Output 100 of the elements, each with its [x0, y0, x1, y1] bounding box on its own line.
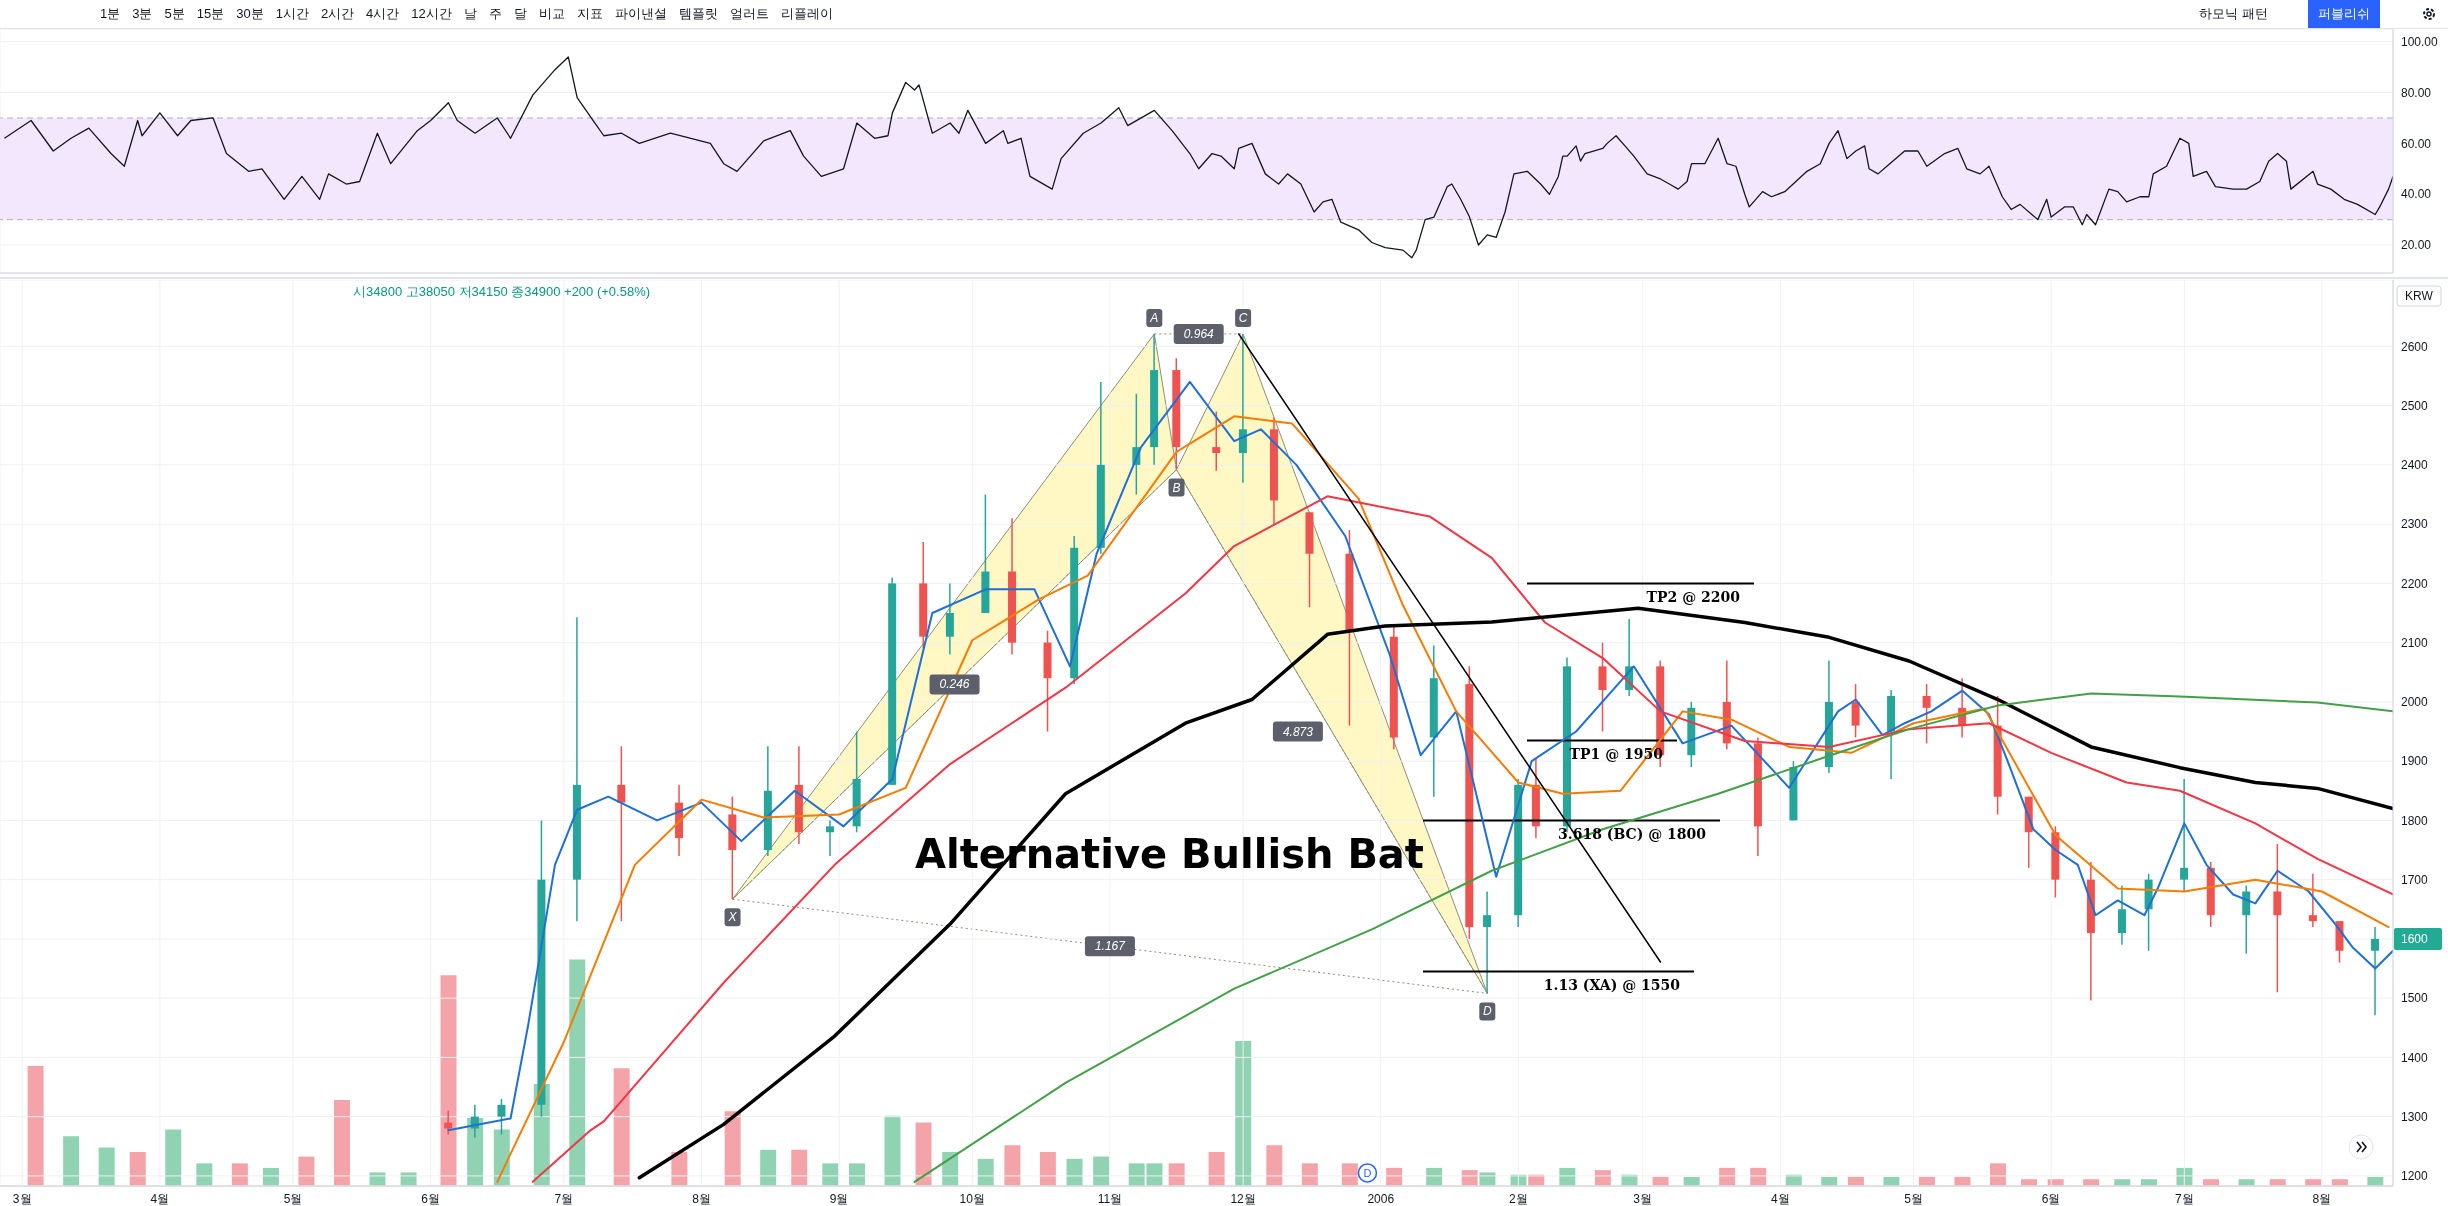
annotation: 4.873 [1282, 724, 1314, 739]
bar [1208, 1152, 1225, 1186]
y-tick-label: 1900 [2401, 754, 2429, 769]
candlestick [1598, 641, 1607, 733]
bar [791, 1149, 808, 1186]
text: 15분 [196, 5, 225, 23]
annotation: C [1238, 310, 1248, 325]
bar [165, 1129, 182, 1186]
text: 얼러트 [729, 5, 769, 23]
text: 주 [488, 5, 502, 23]
y-tick-label: 1500 [2401, 991, 2429, 1006]
x-tick-label: 9월 [829, 1191, 849, 1206]
text: 1시간 [275, 5, 309, 23]
x-tick-label: 3월 [12, 1191, 32, 1206]
y-tick-label: 40.00 [2401, 187, 2432, 202]
y-tick-label: 2400 [2401, 458, 2429, 473]
bar [1004, 1145, 1021, 1186]
y-tick-label: 1800 [2401, 813, 2429, 828]
y-tick-label: 2500 [2401, 398, 2429, 413]
x-tick-label: 8월 [2312, 1191, 2332, 1206]
annotation: B [1172, 480, 1181, 495]
y-tick-label: 1200 [2401, 1169, 2429, 1184]
y-tick-label: 2600 [2401, 339, 2429, 354]
ref-line-label: TP2 @ 2200 [1646, 589, 1741, 606]
annotation: 0.964 [1183, 326, 1215, 341]
candlestick [2117, 884, 2126, 946]
line-series [913, 692, 2393, 1183]
bar [98, 1147, 115, 1186]
x-tick-label: 12월 [1230, 1191, 1256, 1206]
y-tick-label: 2000 [2401, 695, 2429, 710]
y-tick-label: 2300 [2401, 517, 2429, 532]
candlestick [2308, 872, 2317, 928]
text: 지표 [576, 5, 603, 23]
text: 비교 [538, 5, 565, 23]
text: 퍼블리쉬 [2308, 0, 2380, 28]
text: 1분 [100, 5, 121, 23]
x-tick-label: 11월 [1097, 1191, 1123, 1206]
y-tick-label: 1700 [2401, 872, 2429, 887]
ref-line-label: 1.13 (XA) @ 1550 [1543, 977, 1681, 994]
annotation: X [727, 910, 738, 925]
annotation: 0.246 [939, 677, 970, 692]
y-tick-label: 1400 [2401, 1050, 2429, 1065]
y-tick-label: 60.00 [2401, 136, 2432, 151]
x-tick-label: 5월 [283, 1191, 303, 1206]
bar [569, 959, 586, 1186]
annotation: 1.167 [1094, 939, 1127, 954]
x-tick-label: 4월 [150, 1191, 170, 1206]
text: 하모닉 패턴 [2199, 5, 2268, 23]
annotation: D [1482, 1004, 1492, 1019]
candlestick [497, 1098, 506, 1136]
annotation: A [1149, 310, 1159, 325]
x-tick-label: 6월 [421, 1191, 440, 1206]
y-tick-label: 2100 [2401, 635, 2429, 650]
annotation: D [1363, 1166, 1372, 1179]
candlestick [1851, 683, 1860, 739]
candlestick [1483, 890, 1492, 995]
text: 파이낸셜 [614, 5, 667, 23]
text: 12시간 [411, 5, 452, 23]
y-tick-label: 20.00 [2401, 238, 2432, 253]
candlestick [617, 745, 626, 922]
text: 3분 [132, 5, 153, 23]
candlestick [826, 819, 834, 857]
x-tick-label: 2월 [1509, 1191, 1528, 1206]
candlestick [1212, 410, 1221, 472]
x-tick-label: 10월 [959, 1191, 985, 1206]
candlestick [1238, 333, 1247, 484]
bar [1266, 1145, 1283, 1186]
x-tick-label: 4월 [1770, 1191, 1790, 1206]
line-series [3, 56, 2393, 259]
y-tick-label: 100.00 [2401, 34, 2439, 49]
bar [915, 1122, 932, 1186]
x-tick-label: 5월 [1904, 1191, 1923, 1206]
text: 4시간 [366, 5, 400, 23]
text: 템플릿 [678, 5, 718, 23]
text: 5분 [164, 5, 185, 23]
y-tick-label: 1600 [2401, 931, 2429, 946]
x-tick-label: 3월 [1633, 1191, 1653, 1206]
text: 달 [513, 5, 527, 23]
text: 날 [463, 5, 477, 23]
bar [1039, 1152, 1056, 1186]
text: 2시간 [320, 5, 355, 23]
bar [63, 1136, 80, 1186]
x-tick-label: 2006 [1367, 1191, 1395, 1206]
text: KRW [2405, 289, 2434, 303]
candlestick [945, 582, 954, 656]
annotation: 시34800 고38050 저34150 종34900 +200 (+0.58%) [353, 284, 651, 299]
x-tick-label: 7월 [2174, 1191, 2194, 1206]
bar [333, 1099, 350, 1186]
x-tick-label: 8월 [692, 1191, 711, 1206]
candlestick [444, 1110, 453, 1136]
bar [613, 1068, 630, 1186]
y-tick-label: 2200 [2401, 576, 2429, 591]
text: 리플레이 [780, 5, 833, 23]
bar [129, 1152, 146, 1186]
bar [27, 1065, 44, 1186]
text: 30분 [236, 5, 264, 23]
x-tick-label: 6월 [2041, 1191, 2061, 1206]
candlestick [2371, 926, 2380, 1017]
bar [440, 975, 457, 1186]
bar [760, 1149, 777, 1186]
